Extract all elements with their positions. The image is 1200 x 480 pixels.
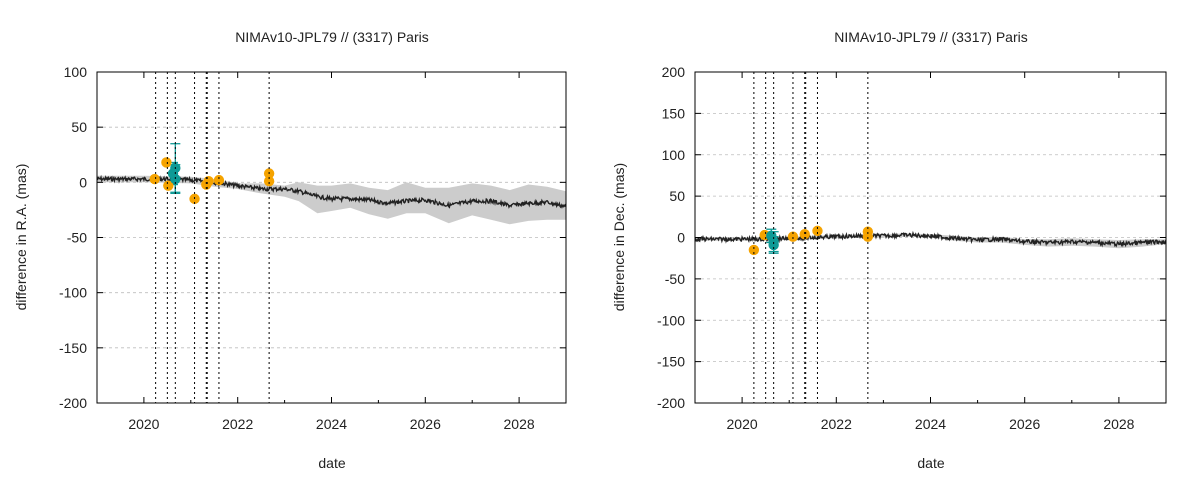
- y-tick-label-dec-3: 50: [669, 188, 685, 204]
- observation-point-a-dec-3: [799, 228, 810, 240]
- y-axis-label-dec: difference in Dec. (mas): [611, 163, 627, 311]
- chart-panel-ra: NIMAv10-JPL79 // (3317) Paris date diffe…: [13, 29, 567, 471]
- x-tick-label-ra-2: 2024: [316, 416, 347, 432]
- observation-point-a-ra-6: [213, 174, 225, 186]
- x-axis-label-dec: date: [917, 455, 944, 471]
- y-tick-label-dec-5: -50: [665, 271, 685, 287]
- observation-point-a-ra-2: [163, 180, 174, 191]
- chart-title-ra: NIMAv10-JPL79 // (3317) Paris: [235, 29, 429, 45]
- observation-point-a-dec-2: [787, 231, 799, 242]
- observation-point-a-dec-4: [812, 225, 823, 237]
- plot-area-dec: [695, 225, 1166, 256]
- y-tick-label-ra-4: -100: [59, 285, 87, 301]
- observation-point-b-dec-2: [768, 239, 779, 251]
- chart-title-dec: NIMAv10-JPL79 // (3317) Paris: [834, 29, 1028, 45]
- y-tick-label-dec-4: 0: [677, 230, 685, 246]
- observation-point-a-ra-8: [263, 176, 275, 187]
- x-tick-label-dec-2: 2024: [915, 416, 946, 432]
- observation-point-a-ra-1: [161, 157, 172, 168]
- x-tick-label-ra-0: 2020: [128, 416, 159, 432]
- y-tick-label-ra-3: -50: [67, 230, 87, 246]
- y-tick-label-ra-5: -150: [59, 340, 87, 356]
- observation-point-a-dec-6: [862, 231, 874, 242]
- observation-point-a-dec-0: [748, 244, 760, 256]
- x-axis-label-ra: date: [318, 455, 345, 471]
- y-tick-label-ra-2: 0: [79, 174, 87, 190]
- y-tick-label-ra-0: 100: [64, 64, 88, 80]
- x-tick-label-dec-4: 2028: [1103, 416, 1134, 432]
- chart-panel-dec: NIMAv10-JPL79 // (3317) Paris date diffe…: [611, 29, 1167, 471]
- y-tick-label-dec-2: 100: [662, 147, 686, 163]
- y-tick-label-dec-8: -200: [657, 395, 685, 411]
- y-tick-label-ra-6: -200: [59, 395, 87, 411]
- observation-point-b-ra-2: [167, 168, 179, 179]
- observation-point-a-ra-0: [149, 173, 160, 185]
- x-tick-label-dec-0: 2020: [727, 416, 758, 432]
- y-tick-label-dec-7: -150: [657, 354, 685, 370]
- x-tick-label-ra-1: 2022: [222, 416, 253, 432]
- x-tick-label-ra-3: 2026: [410, 416, 441, 432]
- y-tick-label-dec-0: 200: [662, 64, 686, 80]
- x-tick-label-dec-1: 2022: [821, 416, 852, 432]
- y-axis-label-ra: difference in R.A. (mas): [13, 164, 29, 311]
- y-tick-label-ra-1: 50: [71, 119, 87, 135]
- x-tick-label-ra-4: 2028: [504, 416, 535, 432]
- y-tick-label-dec-1: 150: [662, 105, 686, 121]
- y-tick-label-dec-6: -100: [657, 312, 685, 328]
- x-tick-label-dec-3: 2026: [1009, 416, 1040, 432]
- observation-point-a-ra-5: [203, 176, 214, 187]
